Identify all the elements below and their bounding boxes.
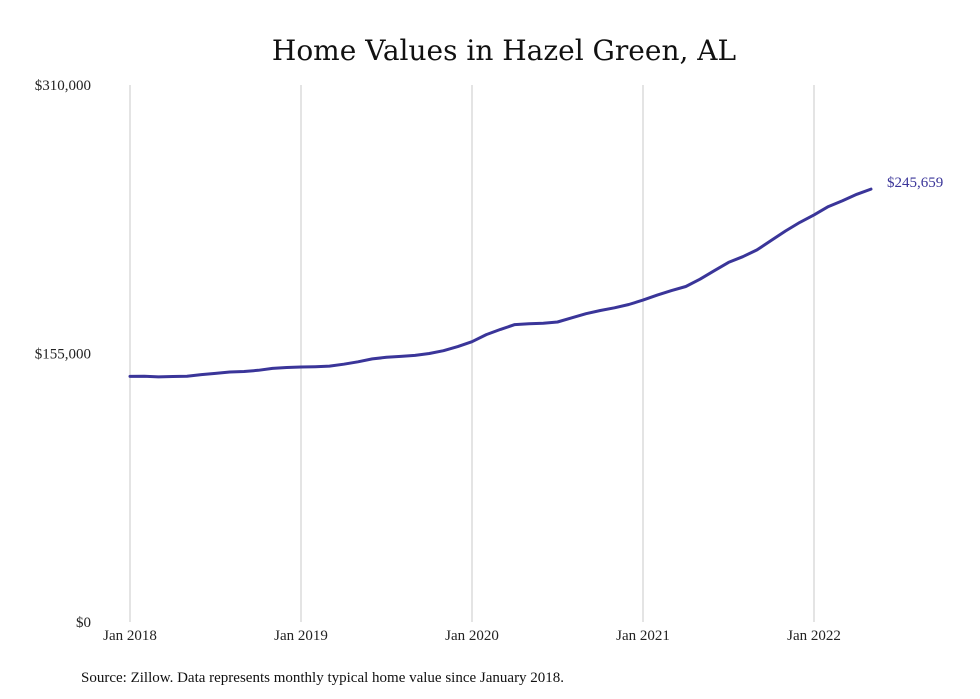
- chart-title: Home Values in Hazel Green, AL: [272, 34, 736, 67]
- x-tick-label: Jan 2021: [616, 628, 670, 644]
- y-tick-label: $310,000: [35, 78, 91, 94]
- x-tick-label: Jan 2022: [787, 628, 841, 644]
- end-value-label: $245,659: [887, 175, 943, 191]
- source-note: Source: Zillow. Data represents monthly …: [81, 670, 564, 686]
- y-axis: $0 $155,000 $310,000: [35, 78, 91, 631]
- chart-grid: [129, 85, 815, 622]
- x-tick-label: Jan 2019: [274, 628, 328, 644]
- y-tick-label: $0: [76, 615, 91, 631]
- y-tick-label: $155,000: [35, 347, 91, 363]
- x-tick-label: Jan 2020: [445, 628, 499, 644]
- x-axis: Jan 2018 Jan 2019 Jan 2020 Jan 2021 Jan 2022: [103, 628, 841, 644]
- chart-series: [128, 187, 873, 379]
- series-line: [128, 187, 873, 379]
- x-tick-label: Jan 2018: [103, 628, 157, 644]
